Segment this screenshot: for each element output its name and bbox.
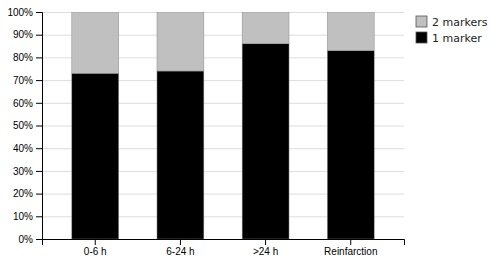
y-tick-label: 30% <box>13 166 33 177</box>
legend-item: 1 marker <box>416 32 482 45</box>
y-tick-mark <box>36 239 42 240</box>
y-tick-label: 70% <box>13 75 33 86</box>
legend-swatch <box>416 32 427 43</box>
y-tick-mark <box>36 35 42 36</box>
chart: 0% 10% 20% 30% 40% 50% 60% 70% 80% 90% 100% 0-6 h 6-… <box>0 0 500 263</box>
y-tick-label: 90% <box>13 29 33 40</box>
bars <box>72 12 374 239</box>
y-tick: 60% <box>13 98 42 109</box>
plot: 0% 10% 20% 30% 40% 50% 60% 70% 80% 90% 100% 0-6 h 6-… <box>7 7 404 257</box>
y-tick-label: 20% <box>13 188 33 199</box>
legend-label: 2 markers <box>432 16 488 29</box>
grid <box>42 13 404 240</box>
y-tick: 50% <box>13 120 42 131</box>
y-tick: 0% <box>19 234 42 245</box>
x-tick-mark <box>350 239 351 245</box>
x-tick-mark <box>95 239 96 245</box>
bar <box>327 51 374 239</box>
y-tick-label: 80% <box>13 52 33 63</box>
bar <box>242 44 289 239</box>
x-tick-label: Reinfarction <box>324 246 377 257</box>
y-tick-mark <box>36 126 42 127</box>
x-tick-mark <box>180 239 181 245</box>
y-tick: 20% <box>13 188 42 199</box>
bar <box>157 12 204 71</box>
y-tick-mark <box>36 57 42 58</box>
x-tick-label: 6-24 h <box>166 246 194 257</box>
y-tick: 70% <box>13 75 42 86</box>
y-tick-mark <box>36 216 42 217</box>
y-tick-mark <box>36 148 42 149</box>
x-tick-mark <box>265 239 266 245</box>
y-axis-line <box>36 13 43 240</box>
x-tick: Reinfarction <box>324 239 377 257</box>
y-tick: 90% <box>13 29 42 40</box>
y-tick: 40% <box>13 143 42 154</box>
x-tick-label: >24 h <box>253 246 278 257</box>
y-tick-mark <box>36 80 42 81</box>
y-tick-mark <box>36 171 42 172</box>
y-tick: 100% <box>7 7 42 18</box>
bar <box>72 12 119 73</box>
x-tick-label: 0-6 h <box>84 246 107 257</box>
y-tick: 10% <box>13 211 42 222</box>
legend-label: 1 marker <box>432 32 482 45</box>
y-tick-label: 60% <box>13 98 33 109</box>
y-axis: 0% 10% 20% 30% 40% 50% 60% 70% 80% 90% 100% <box>7 7 42 245</box>
series <box>72 12 374 73</box>
y-tick-mark <box>36 12 42 13</box>
bar <box>242 12 289 44</box>
x-tick: 0-6 h <box>84 239 107 257</box>
y-tick: 30% <box>13 166 42 177</box>
y-tick-label: 10% <box>13 211 33 222</box>
legend-swatch <box>416 16 427 27</box>
y-tick-mark <box>36 194 42 195</box>
x-axis-line <box>43 240 405 246</box>
y-tick-label: 0% <box>19 234 34 245</box>
legend: 2 markers 1 marker <box>416 16 488 45</box>
bar <box>157 71 204 239</box>
y-tick: 80% <box>13 52 42 63</box>
x-axis: 0-6 h 6-24 h >24 h Reinfarction <box>43 239 405 257</box>
y-tick-label: 100% <box>7 7 33 18</box>
x-tick: >24 h <box>253 239 278 257</box>
x-tick: 6-24 h <box>166 239 194 257</box>
bar <box>327 12 374 51</box>
y-tick-label: 40% <box>13 143 33 154</box>
bar <box>72 73 119 239</box>
y-tick-label: 50% <box>13 120 33 131</box>
legend-item: 2 markers <box>416 16 488 29</box>
y-tick-mark <box>36 103 42 104</box>
